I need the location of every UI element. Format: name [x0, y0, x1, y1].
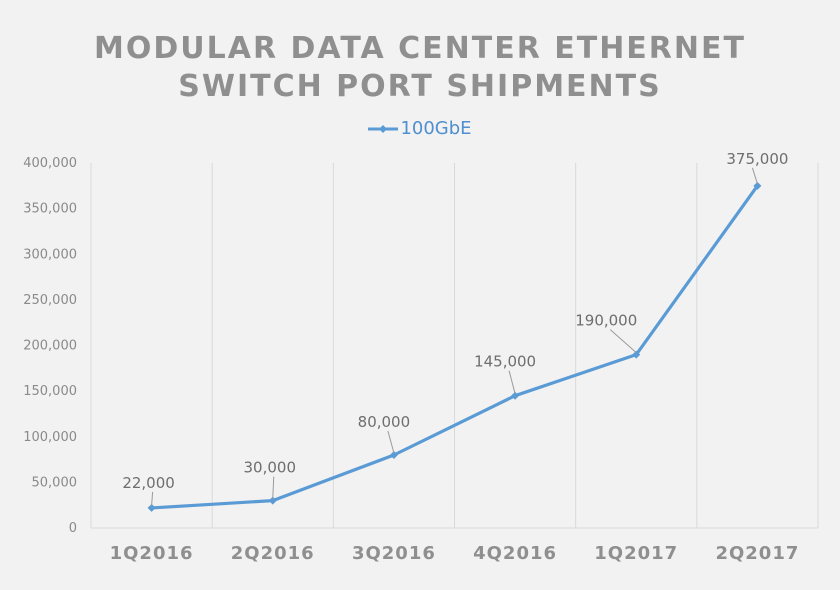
axes [90, 163, 818, 529]
y-tick-label: 100,000 [23, 430, 77, 445]
legend: 100GbE [0, 118, 840, 139]
grid-lines [211, 163, 819, 528]
data-label: 30,000 [244, 459, 297, 477]
chart-title: MODULAR DATA CENTER ETHERNET SWITCH PORT… [0, 30, 840, 106]
data-label-leader [151, 491, 154, 506]
x-tick-label: 2Q2017 [715, 543, 799, 564]
data-point-marker [147, 503, 156, 512]
data-label-leader [387, 430, 395, 454]
data-label-leader [508, 370, 516, 394]
data-point-marker [632, 350, 641, 359]
data-point-marker [753, 181, 762, 190]
x-tick-label: 1Q2016 [110, 543, 194, 564]
data-label: 375,000 [726, 150, 788, 168]
x-tick-label: 3Q2016 [352, 543, 436, 564]
legend-line-marker-icon [368, 125, 399, 133]
x-tick-label: 1Q2017 [594, 543, 678, 564]
y-tick-label: 350,000 [23, 202, 77, 217]
y-tick-label: 200,000 [23, 339, 77, 354]
data-point-marker [268, 496, 277, 505]
y-tick-label: 250,000 [23, 293, 77, 308]
y-tick-label: 50,000 [32, 475, 78, 490]
y-tick-label: 400,000 [23, 156, 77, 171]
data-label: 80,000 [358, 413, 411, 431]
data-label: 22,000 [122, 474, 175, 492]
data-point-marker [389, 451, 398, 459]
y-axis-ticks: 0 50,000 100,000 150,000 200,000 250,000 300,0… [23, 156, 77, 536]
y-tick-label: 0 [69, 521, 77, 536]
x-axis-ticks: 1Q2016 2Q2016 3Q2016 4Q2016 1Q2017 2Q2017 [110, 543, 799, 564]
data-labels: 22,000 30,000 80,000 145,000 190,000 375,000 [122, 150, 788, 506]
chart-title-line-1: MODULAR DATA CENTER ETHERNET [94, 31, 746, 66]
data-label-leader [609, 329, 637, 353]
series-line [151, 184, 759, 510]
y-tick-label: 150,000 [23, 384, 77, 399]
data-label-leader [751, 167, 758, 184]
y-tick-label: 300,000 [23, 247, 77, 262]
data-label: 145,000 [474, 353, 536, 371]
series-100gbe [147, 181, 762, 512]
x-tick-label: 4Q2016 [473, 543, 557, 564]
data-label: 190,000 [575, 312, 637, 330]
data-label-leader [272, 476, 275, 499]
x-tick-label: 2Q2016 [231, 543, 315, 564]
data-point-marker [511, 391, 520, 400]
legend-series-label: 100GbE [400, 118, 472, 139]
chart-title-line-2: SWITCH PORT SHIPMENTS [178, 69, 662, 104]
